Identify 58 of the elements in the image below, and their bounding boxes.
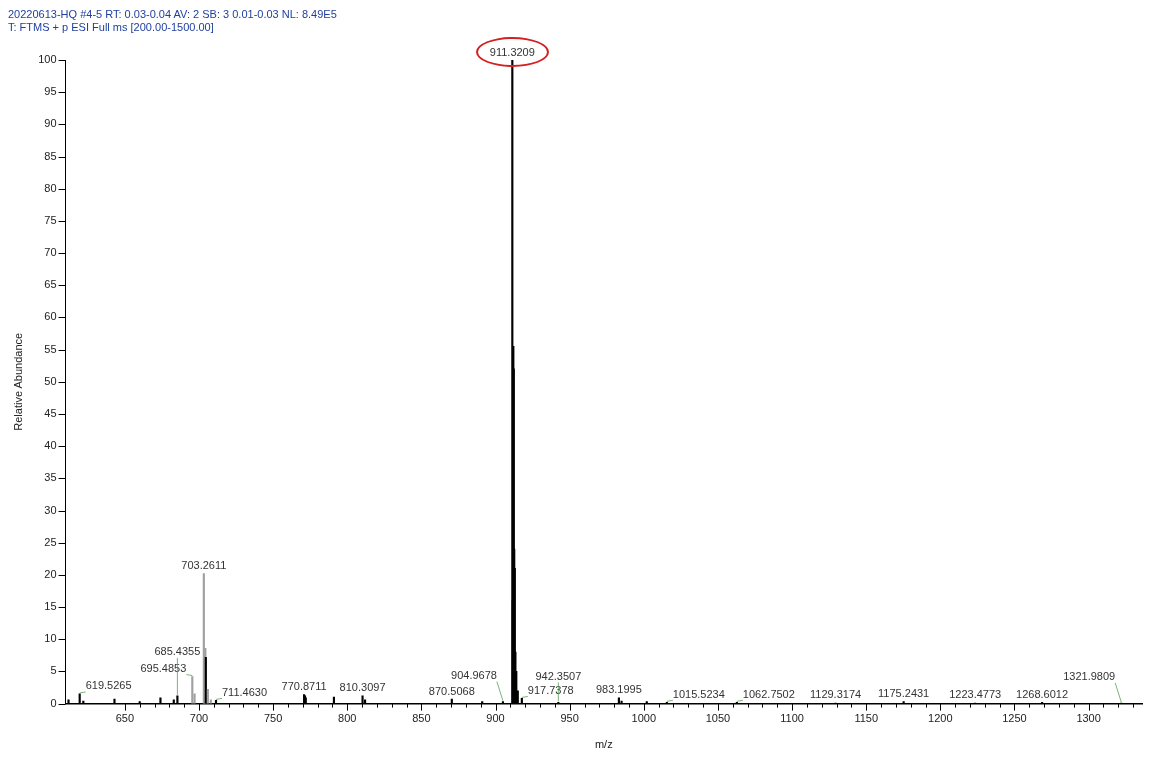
x-axis-title: m/z xyxy=(594,738,613,751)
x-tick-label: 900 xyxy=(486,712,505,725)
x-tick-label: 1100 xyxy=(780,712,804,725)
y-tick-label: 65 xyxy=(44,278,57,291)
annotation: 917.7378 xyxy=(527,683,574,696)
annotation: 1015.5234 xyxy=(672,687,725,700)
y-tick-label: 55 xyxy=(44,342,57,355)
annotation: 1321.9809 xyxy=(1063,670,1116,683)
x-tick-label: 850 xyxy=(412,712,431,725)
x-tick-label: 650 xyxy=(115,712,135,725)
y-tick-label: 50 xyxy=(44,374,57,387)
annotation: 942.3507 xyxy=(535,669,582,682)
x-tick-label: 1050 xyxy=(705,712,731,725)
annotation: 1062.7502 xyxy=(742,687,795,700)
y-tick-label: 0 xyxy=(50,696,57,709)
y-axis-title: Relative Abundance xyxy=(11,332,24,431)
y-tick-label: 30 xyxy=(44,503,57,516)
chart-title: 20220613-HQ #4-5 RT: 0.03-0.04 AV: 2 SB: 3 0.01-0.03 NL: 8.49E5 xyxy=(8,8,338,21)
y-tick-label: 35 xyxy=(44,471,57,484)
y-tick-label: 70 xyxy=(44,246,57,259)
x-tick-label: 800 xyxy=(338,712,357,725)
annotation: 1268.6012 xyxy=(1016,687,1069,700)
annotation: 770.8711 xyxy=(281,680,327,693)
y-tick-label: 10 xyxy=(44,632,57,645)
annotation: 904.9678 xyxy=(451,669,497,682)
y-tick-label: 40 xyxy=(44,439,57,452)
x-tick-label: 1150 xyxy=(854,712,879,725)
annotation: 911.3209 xyxy=(489,45,535,58)
y-tick-label: 100 xyxy=(38,53,57,66)
x-tick-label: 1200 xyxy=(928,712,953,725)
y-tick-label: 20 xyxy=(44,567,57,580)
annotation: 685.4355 xyxy=(154,645,201,658)
x-tick-label: 1300 xyxy=(1076,712,1101,725)
annotation: 870.5068 xyxy=(428,684,475,697)
y-tick-label: 60 xyxy=(44,310,57,323)
annotation: 1129.3174 xyxy=(809,688,862,701)
x-tick-label: 950 xyxy=(560,712,579,725)
y-tick-label: 90 xyxy=(44,117,57,130)
chart-subtitle: T: FTMS + p ESI Full ms [200.00-1500.00] xyxy=(8,21,215,34)
x-tick-label: 1250 xyxy=(1002,712,1027,725)
y-tick-label: 15 xyxy=(44,600,57,613)
x-tick-label: 750 xyxy=(263,712,283,725)
y-tick-label: 80 xyxy=(44,181,57,194)
annotation: 711.4630 xyxy=(221,685,268,698)
y-tick-label: 25 xyxy=(44,535,57,548)
annotation: 810.3097 xyxy=(339,681,386,694)
y-tick-label: 5 xyxy=(50,664,57,677)
y-tick-label: 95 xyxy=(44,85,57,98)
y-tick-label: 45 xyxy=(44,407,57,420)
x-tick-label: 700 xyxy=(189,712,209,725)
x-tick-label: 1000 xyxy=(631,712,657,725)
y-tick-label: 85 xyxy=(44,149,57,162)
annotation: 1223.4773 xyxy=(949,688,1002,701)
y-tick-label: 75 xyxy=(44,213,57,226)
annotation: 703.2611 xyxy=(181,559,227,572)
annotation: 1175.2431 xyxy=(878,687,930,700)
annotation: 619.5265 xyxy=(85,679,132,692)
annotation: 983.1995 xyxy=(595,683,642,696)
